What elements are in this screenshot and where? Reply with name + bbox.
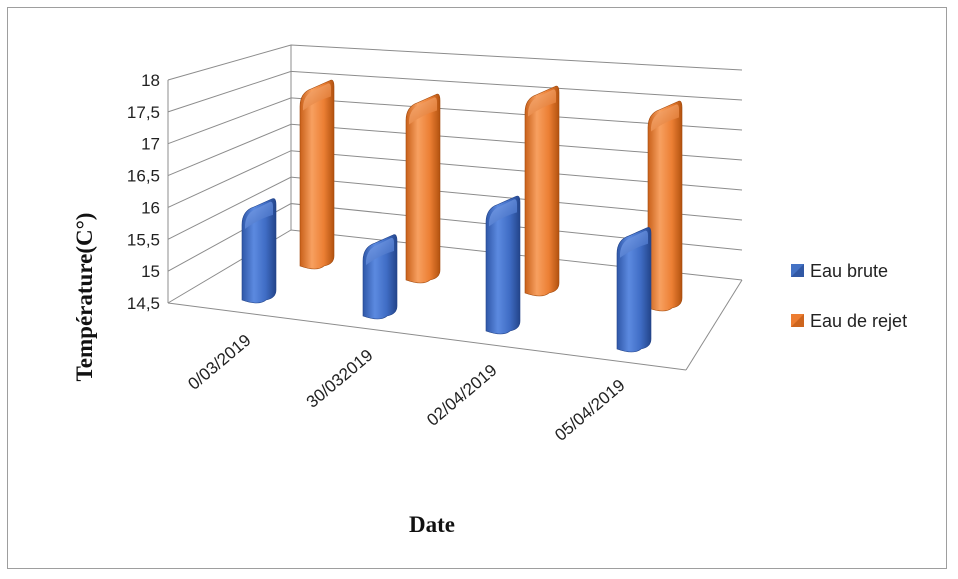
bar-cap-highlight (651, 104, 679, 132)
bar-cap-highlight (303, 83, 331, 111)
bar-eau-de-rejet-1 (405, 93, 441, 284)
floor-edge (685, 279, 743, 371)
bar-eau-de-rejet-2 (524, 85, 560, 297)
y-axis-title: Température(C°) (72, 213, 97, 382)
y-tick-label: 18 (141, 71, 160, 90)
y-axis-ticks: 14,5 15 15,5 16 16,5 17 17,5 18 (127, 71, 160, 313)
y-tick-label: 17,5 (127, 103, 160, 122)
y-tick-label: 16,5 (127, 167, 160, 186)
legend-swatch-shade (791, 264, 804, 277)
x-axis-ticks: 0/03/2019 30/032019 02/04/2019 05/04/2019 (184, 331, 628, 445)
bar-cap-highlight (620, 230, 648, 258)
floor-edge (167, 302, 687, 371)
legend-item-eau-de-rejet: Eau de rejet (791, 311, 907, 331)
bars (241, 79, 683, 353)
legend-label-eau-de-rejet: Eau de rejet (810, 311, 907, 331)
x-axis-title: Date (409, 512, 455, 537)
legend-swatch-shade (791, 314, 804, 327)
y-tick-label: 15 (141, 262, 160, 281)
gridlines (167, 44, 743, 371)
bar-cap-highlight (528, 89, 556, 117)
bar-eau-brute-3 (616, 227, 652, 353)
bar-eau-brute-2 (485, 195, 521, 335)
y-tick-label: 17 (141, 135, 160, 154)
bar-cap-highlight (489, 199, 517, 227)
y-tick-label: 16 (141, 198, 160, 217)
gridline (167, 70, 743, 113)
y-tick-label: 14,5 (127, 294, 160, 313)
bar-cap-highlight (409, 97, 437, 125)
chart-frame (7, 7, 947, 569)
x-tick-label: 0/03/2019 (184, 331, 254, 394)
legend: Eau brute Eau de rejet (791, 261, 907, 331)
bar-cap-highlight (366, 237, 394, 265)
x-tick-label: 05/04/2019 (551, 376, 628, 445)
legend-label-eau-brute: Eau brute (810, 261, 888, 281)
gridline (167, 44, 743, 81)
bar-eau-de-rejet-3 (647, 100, 683, 312)
bar-cap-highlight (245, 201, 273, 229)
x-tick-label: 30/032019 (303, 346, 377, 412)
x-tick-label: 02/04/2019 (423, 361, 500, 430)
bar-eau-de-rejet-0 (299, 79, 335, 270)
y-tick-label: 15,5 (127, 230, 160, 249)
legend-item-eau-brute: Eau brute (791, 261, 888, 281)
